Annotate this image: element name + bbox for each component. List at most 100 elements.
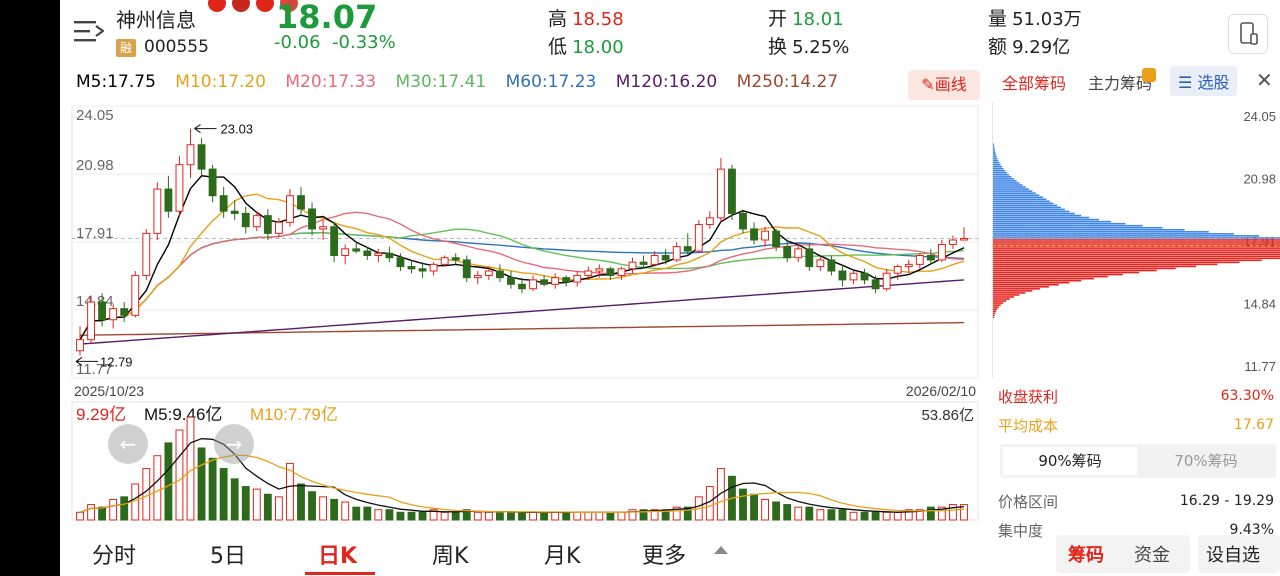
tab-intraday[interactable]: 分时 — [92, 544, 137, 569]
chip-bar — [993, 214, 1082, 217]
volume-bar — [960, 504, 968, 521]
volume-bar — [473, 511, 482, 521]
ma20-label: M20:17.33 — [285, 72, 377, 92]
candle-body — [286, 195, 294, 223]
volume-bar — [341, 501, 350, 521]
seg-90-button[interactable]: 90%筹码 — [1003, 447, 1137, 475]
candle-body — [175, 164, 184, 212]
volume-bar — [672, 506, 681, 521]
volume-bar — [352, 506, 361, 521]
add-watchlist-button[interactable]: 设自选 — [1198, 535, 1280, 573]
volume-label: 量 — [988, 8, 1008, 30]
candle-body — [297, 195, 305, 210]
chip-bar — [993, 285, 1050, 288]
volume-bar — [529, 511, 537, 521]
candle-body — [882, 272, 891, 290]
ma5-label: M5:17.75 — [76, 72, 156, 92]
candle-body — [263, 215, 272, 234]
tab-all-chips[interactable]: 全部筹码 — [1002, 74, 1067, 93]
candle-body — [186, 144, 195, 166]
kline-chart[interactable]: 24.0520.9817.9114.8411.7723.0312.792025/… — [68, 102, 983, 526]
candle-body — [650, 255, 659, 265]
volume-bar — [705, 486, 714, 521]
moving-average-legend: M5:17.75 M10:17.20 M20:17.33 M30:17.41 M… — [76, 72, 852, 96]
tab-daily-k[interactable]: 日K — [318, 544, 358, 569]
chips-button[interactable]: 筹码 — [1068, 545, 1104, 566]
chip-bar — [993, 196, 1043, 199]
chip-bar — [993, 149, 996, 152]
volume-bar — [484, 511, 493, 521]
tab-5day[interactable]: 5日 — [210, 544, 246, 569]
candle-body — [816, 259, 825, 268]
select-stock-button[interactable]: ☰ 选股 — [1170, 66, 1238, 96]
volume-bar — [926, 506, 935, 521]
chip-bar — [993, 249, 1280, 251]
candle-body — [374, 252, 383, 257]
volume-bar — [595, 511, 604, 521]
chip-bar — [993, 294, 1020, 296]
candle-body — [705, 217, 714, 226]
arrow-left-icon: ← — [120, 432, 137, 456]
volume-current-label: 9.29亿 — [76, 405, 126, 424]
landscape-toggle-button[interactable] — [1228, 14, 1268, 54]
tab-monthly-k[interactable]: 月K — [544, 544, 581, 569]
chip-bar — [993, 200, 1050, 203]
candle-body — [230, 210, 239, 214]
last-price: 18.07 — [276, 0, 378, 36]
chip-bar — [993, 316, 995, 319]
chip-bar — [993, 216, 1090, 219]
chip-bar — [993, 228, 1185, 231]
volume-bar — [949, 504, 957, 521]
chip-bar — [993, 253, 1280, 256]
chip-bar — [993, 186, 1026, 188]
volume-bar — [650, 509, 659, 521]
stock-code: 000555 — [144, 37, 209, 57]
chip-bar — [993, 308, 998, 310]
turnover-label: 换 — [768, 36, 788, 58]
candle-body — [949, 239, 957, 245]
tab-weekly-k[interactable]: 周K — [432, 544, 469, 569]
candle-body — [219, 195, 228, 212]
close-icon[interactable]: ✕ — [1256, 68, 1273, 92]
menu-icon[interactable] — [74, 18, 104, 44]
triangle-up-icon — [714, 546, 728, 554]
quote-low: 低 18.00 — [548, 32, 624, 59]
scroll-right-button[interactable] — [214, 424, 254, 464]
candle-body — [451, 257, 460, 261]
volume-ma5-label: M5:9.46亿 — [144, 405, 222, 424]
chip-bar — [993, 257, 1280, 260]
ma20-line — [79, 211, 965, 341]
price-change: -0.06 -0.33% — [274, 32, 396, 53]
volume-bar — [915, 509, 924, 521]
candle-body — [606, 268, 615, 276]
seg-70-button[interactable]: 70%筹码 — [1174, 452, 1238, 470]
volume-bar — [683, 506, 692, 521]
candle-body — [805, 248, 814, 268]
quote-header: 神州信息 融 000555 18.07 -0.06 -0.33% 高 18.58… — [60, 0, 1280, 64]
volume-bar — [330, 498, 339, 521]
tab-more[interactable]: 更多 — [642, 544, 687, 569]
ma60-label: M60:17.23 — [505, 72, 597, 92]
chip-bar — [993, 290, 1033, 292]
chip-bar — [993, 302, 1004, 304]
candle-body — [694, 224, 703, 252]
draw-line-label: 画线 — [934, 75, 967, 94]
app-root: 神州信息 融 000555 18.07 -0.06 -0.33% 高 18.58… — [60, 0, 1280, 576]
chip-bar — [993, 269, 1157, 272]
max-arrow-icon — [194, 124, 217, 134]
funds-button[interactable]: 资金 — [1134, 545, 1170, 566]
chip-bar — [993, 159, 999, 162]
ma10-label: M10:17.20 — [175, 72, 266, 92]
tab-main-chips[interactable]: 主力筹码 — [1088, 74, 1153, 93]
volume-bar — [252, 488, 261, 521]
candle-body — [109, 308, 118, 321]
volume-bar — [827, 509, 836, 521]
candle-body — [197, 144, 206, 170]
volume-bar — [87, 504, 95, 521]
chip-bar — [993, 145, 995, 148]
volume-bar — [109, 498, 118, 521]
volume-bar — [882, 511, 891, 521]
scroll-left-button[interactable] — [108, 424, 148, 464]
chip-bar — [993, 288, 1041, 290]
draw-line-button[interactable]: ✎画线 — [908, 70, 980, 100]
